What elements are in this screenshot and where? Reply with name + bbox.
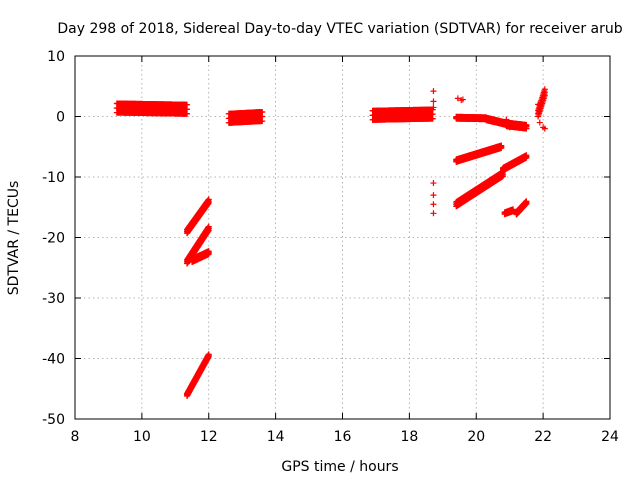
data-point — [430, 88, 437, 95]
x-tick-label: 10 — [133, 429, 151, 445]
x-tick-label: 14 — [267, 429, 285, 445]
data-point — [429, 111, 436, 118]
y-tick-label: 10 — [47, 49, 65, 65]
data-point — [259, 113, 266, 120]
data-points — [113, 86, 548, 400]
data-point — [430, 201, 437, 208]
data-point — [454, 95, 461, 102]
x-tick-label: 8 — [71, 429, 80, 445]
data-point — [205, 352, 212, 359]
data-point — [184, 106, 191, 113]
y-tick-label: -50 — [42, 412, 65, 428]
x-tick-label: 16 — [334, 429, 352, 445]
y-tick-label: 0 — [56, 110, 65, 126]
data-point — [523, 122, 530, 129]
data-point — [205, 249, 212, 256]
y-axis-label: SDTVAR / TECUs — [6, 181, 22, 296]
x-tick-label: 12 — [200, 429, 218, 445]
x-tick-label: 22 — [534, 429, 552, 445]
data-point — [503, 116, 510, 123]
data-point — [430, 210, 437, 217]
y-tick-label: -40 — [42, 352, 65, 368]
data-point — [205, 198, 212, 205]
data-point — [535, 101, 542, 108]
x-tick-label: 18 — [400, 429, 418, 445]
data-point — [430, 192, 437, 199]
data-point — [459, 96, 466, 103]
data-point — [430, 104, 437, 111]
y-tick-label: -30 — [42, 291, 65, 307]
y-tick-label: -20 — [42, 231, 65, 247]
x-axis-label: GPS time / hours — [281, 459, 398, 475]
data-point — [541, 125, 548, 132]
chart-title: Day 298 of 2018, Sidereal Day-to-day VTE… — [57, 21, 622, 37]
data-point — [205, 225, 212, 232]
data-point — [541, 89, 548, 96]
data-point — [506, 124, 513, 131]
x-tick-label: 20 — [467, 429, 485, 445]
data-point — [523, 153, 530, 160]
data-point — [498, 143, 505, 150]
x-tick-label: 24 — [601, 429, 619, 445]
data-point — [523, 199, 530, 206]
data-point — [430, 98, 437, 105]
data-point — [536, 119, 543, 126]
axis-ticks: 8 10 12 14 16 18 20 22 24 10 0 -10 -20 -30 -40 -50 — [42, 49, 619, 445]
y-tick-label: -10 — [42, 170, 65, 186]
data-point — [430, 180, 437, 187]
